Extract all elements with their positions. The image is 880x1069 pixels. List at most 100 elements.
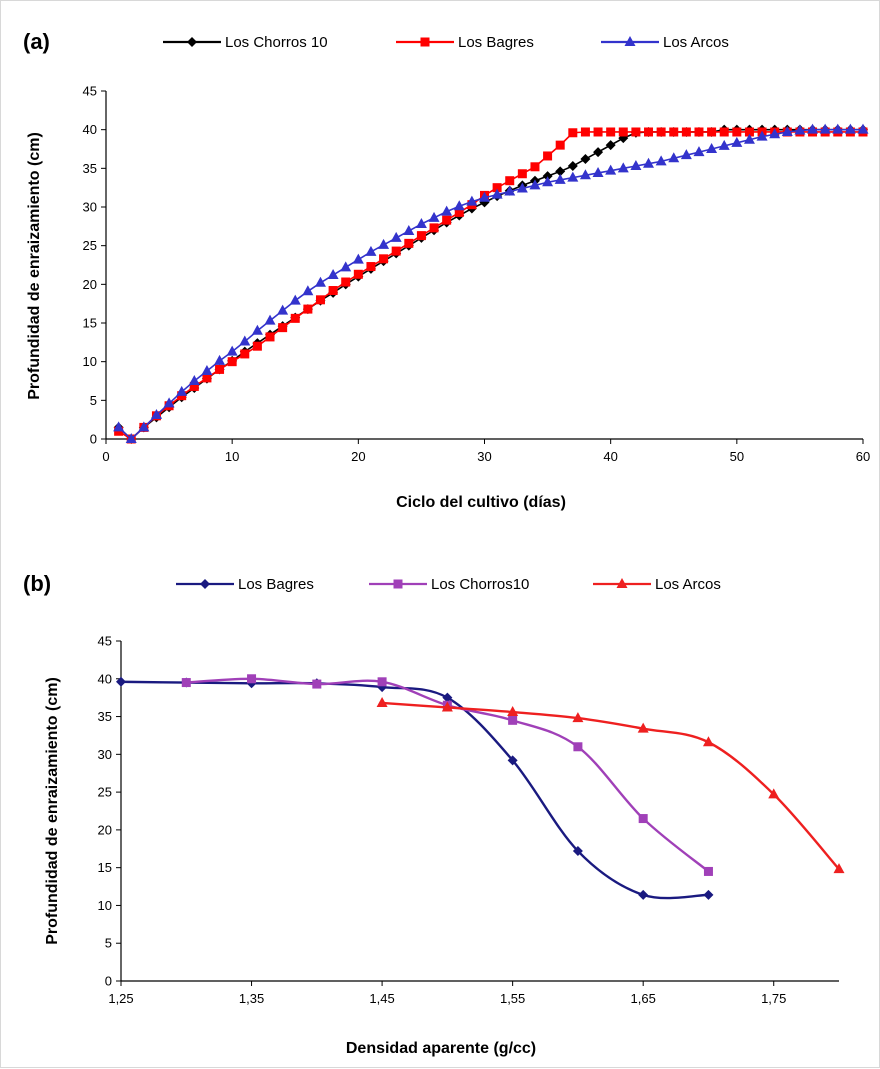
y-axis-label: Profundidad de enraizamiento (cm)	[26, 132, 43, 400]
data-point	[719, 127, 729, 137]
y-tick-label: 35	[83, 161, 97, 176]
chart-a: (a) 0 5 10 15 20 25 30 35 40 45 0 10 20 30 40 50 60 Ciclo …	[23, 29, 870, 511]
legend-entry: Los Arcos	[601, 34, 729, 51]
series-line	[118, 131, 863, 440]
data-point	[113, 421, 125, 432]
data-point	[150, 409, 162, 420]
series-los-bagres	[114, 127, 868, 444]
legend-label: Los Arcos	[663, 34, 729, 51]
data-point	[327, 269, 339, 280]
data-point	[176, 385, 188, 396]
legend-label: Los Chorros10	[431, 576, 529, 593]
x-tick-label: 50	[730, 449, 744, 464]
x-tick-label: 1,45	[369, 991, 394, 1006]
data-point	[404, 238, 414, 248]
data-point	[240, 349, 250, 359]
data-point	[731, 136, 743, 147]
data-point	[226, 345, 238, 356]
series-line	[382, 701, 840, 870]
data-point	[328, 286, 338, 296]
data-point	[201, 364, 213, 375]
data-point	[568, 128, 578, 138]
data-point	[543, 151, 553, 161]
data-point	[768, 788, 780, 799]
data-point	[491, 188, 503, 199]
x-axis-label: Densidad aparente (g/cc)	[346, 1040, 536, 1057]
data-point	[707, 127, 717, 137]
data-point	[252, 341, 262, 351]
data-point	[278, 323, 288, 333]
data-point	[516, 182, 528, 193]
data-point	[832, 123, 844, 134]
data-point	[340, 261, 352, 272]
legend-marker	[200, 579, 210, 589]
data-point	[247, 674, 257, 684]
data-point	[555, 140, 565, 150]
data-point	[605, 140, 616, 151]
y-tick-label: 30	[98, 747, 112, 762]
data-point	[365, 245, 377, 256]
data-point	[630, 160, 642, 171]
data-point	[403, 224, 415, 235]
x-tick-label: 40	[603, 449, 617, 464]
y-tick-label: 45	[98, 634, 112, 649]
data-point	[239, 335, 251, 346]
data-point	[517, 169, 527, 179]
data-point	[530, 162, 540, 172]
data-point	[668, 152, 680, 163]
data-point	[655, 155, 667, 166]
series-los-bagres	[116, 676, 714, 900]
data-point	[442, 215, 452, 225]
panel-label: (b)	[23, 571, 51, 596]
x-tick-label: 1,25	[108, 991, 133, 1006]
data-point	[289, 294, 301, 305]
data-point	[844, 123, 856, 134]
data-point	[505, 176, 515, 186]
data-point	[638, 814, 648, 824]
x-tick-label: 10	[225, 449, 239, 464]
series-line	[118, 128, 863, 440]
data-point	[680, 149, 692, 160]
data-point	[379, 254, 389, 264]
data-point	[366, 262, 376, 272]
data-point	[572, 846, 583, 857]
data-point	[441, 701, 453, 712]
data-point	[732, 127, 742, 137]
data-point	[214, 354, 226, 365]
data-point	[693, 146, 705, 157]
data-point	[507, 755, 518, 766]
data-point	[376, 696, 388, 707]
y-tick-label: 15	[83, 316, 97, 331]
data-point	[567, 161, 578, 172]
panel-label: (a)	[23, 29, 50, 54]
x-tick-label: 1,35	[239, 991, 264, 1006]
y-tick-label: 35	[98, 709, 112, 724]
data-point	[138, 421, 150, 432]
legend-entry: Los Chorros10	[369, 576, 529, 593]
data-point	[442, 692, 453, 703]
data-point	[580, 127, 590, 137]
legend-entry: Los Arcos	[593, 576, 721, 593]
x-tick-label: 20	[351, 449, 365, 464]
data-point	[807, 123, 819, 134]
data-point	[593, 147, 604, 158]
data-point	[656, 127, 666, 137]
data-point	[466, 195, 478, 206]
data-point	[756, 130, 768, 141]
data-point	[416, 231, 426, 241]
y-axis-label: Profundidad de enraizamiento (cm)	[44, 677, 61, 945]
y-tick-label: 5	[90, 393, 97, 408]
data-point	[277, 304, 289, 315]
y-tick-label: 20	[98, 822, 112, 837]
legend-entry: Los Bagres	[176, 576, 314, 593]
data-point	[189, 381, 199, 391]
data-point	[703, 866, 713, 876]
data-point	[428, 211, 440, 222]
data-point	[415, 218, 427, 229]
data-point	[479, 191, 490, 202]
y-tick-label: 10	[83, 354, 97, 369]
data-point	[454, 207, 464, 217]
data-point	[572, 712, 584, 723]
data-point	[554, 173, 566, 184]
